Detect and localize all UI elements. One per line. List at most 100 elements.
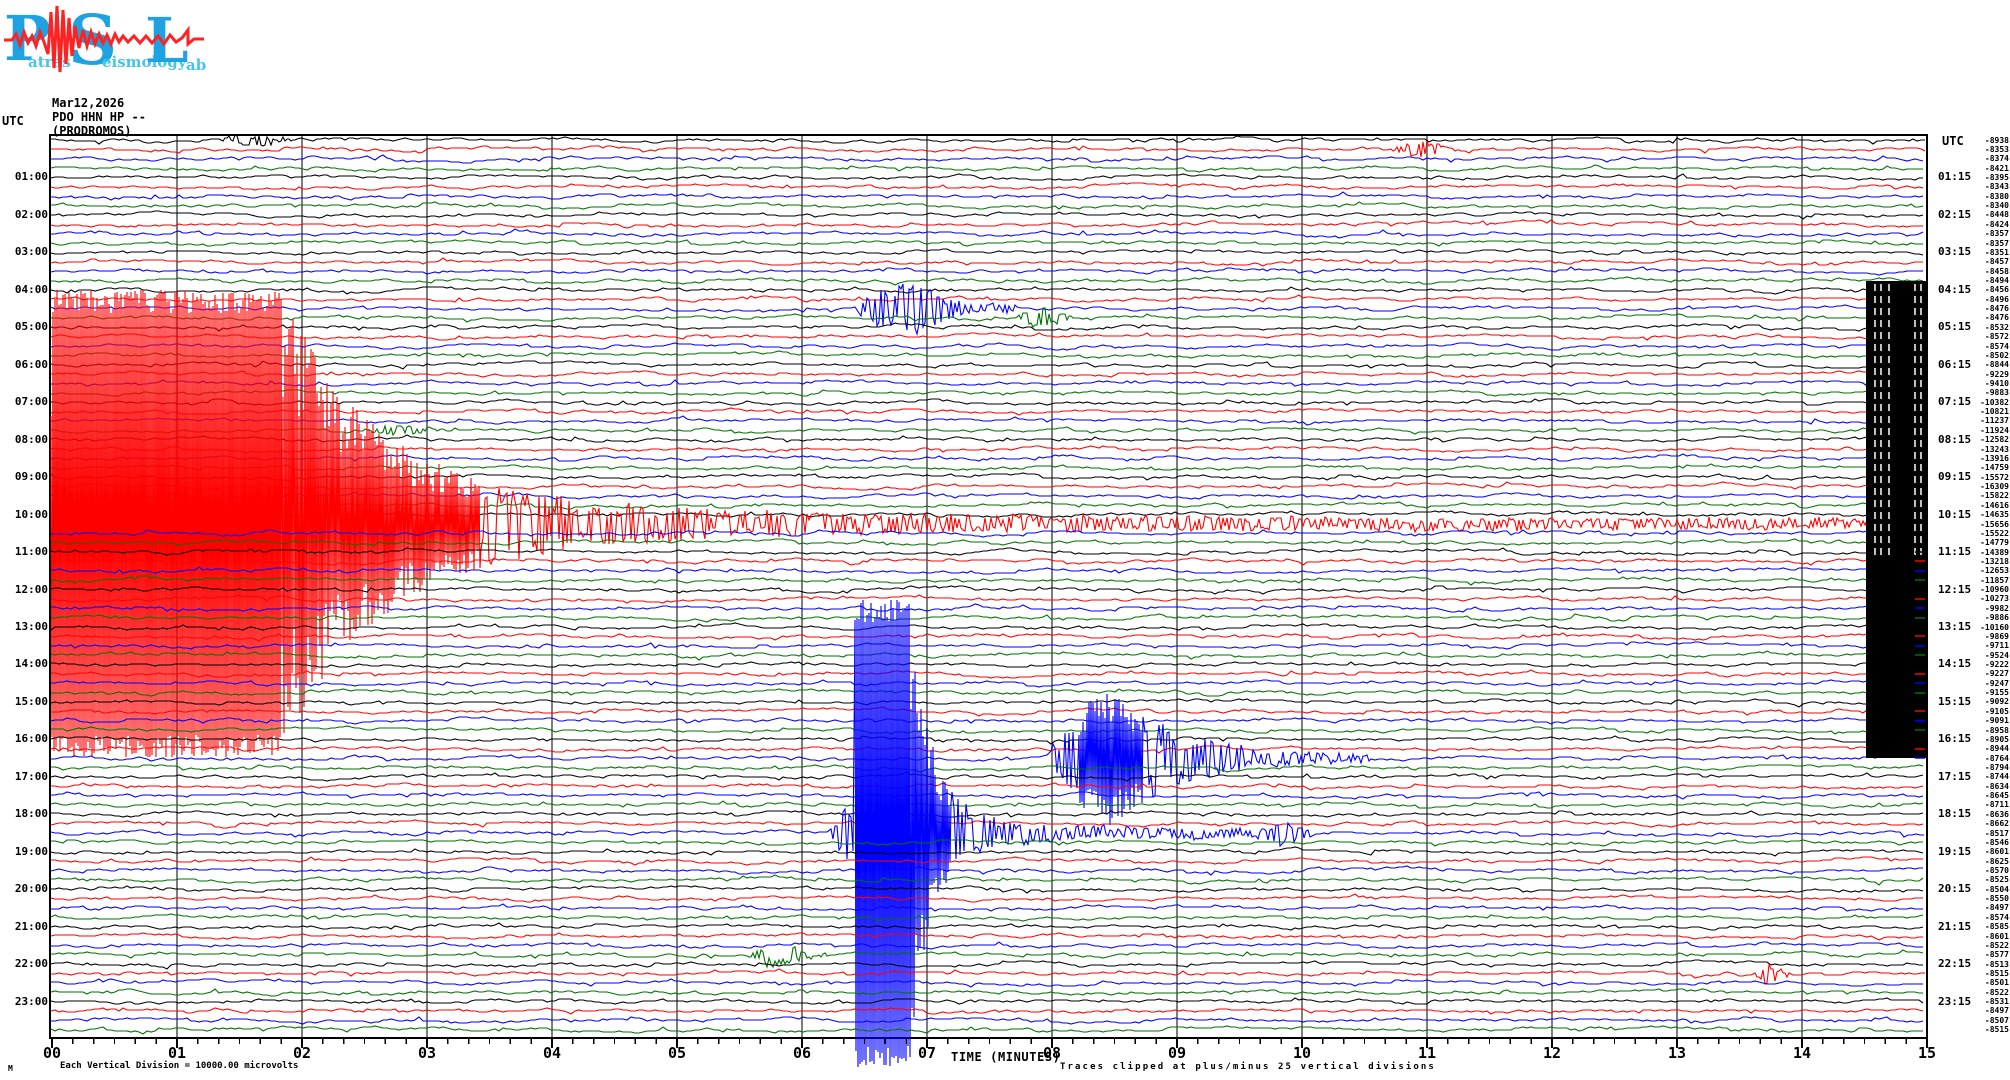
seismic-trace <box>50 771 1924 782</box>
right-time-label: 07:15 <box>1938 395 1972 408</box>
trace-offset-value: -8421 <box>1984 163 2009 173</box>
seismic-trace <box>50 585 1924 595</box>
trace-offset-value: -15522 <box>1980 528 2009 538</box>
trace-offset-value: -9247 <box>1984 678 2009 688</box>
seismic-trace <box>51 529 1924 538</box>
trace-offset-value: -8507 <box>1984 1015 2009 1025</box>
trace-offset-value: -8711 <box>1984 800 2009 810</box>
minute-tick-label: 14 <box>1792 1044 1812 1062</box>
minute-tick-label: 13 <box>1667 1044 1687 1062</box>
minute-tick-label: 08 <box>1042 1044 1062 1062</box>
seismic-trace <box>51 191 1924 201</box>
seismic-traces <box>50 134 1926 1068</box>
left-time-label: 15:00 <box>14 695 48 708</box>
trace-offset-value: -11857 <box>1980 575 2009 585</box>
trace-offset-value: -9886 <box>1984 613 2009 623</box>
seismic-trace <box>51 603 1924 613</box>
seismic-trace <box>51 903 1923 912</box>
seismic-trace <box>50 283 1926 337</box>
seismic-trace <box>50 800 1924 809</box>
seismic-trace <box>51 810 1924 818</box>
seismic-trace <box>51 379 1924 387</box>
seismic-trace <box>50 182 1924 191</box>
trace-offset-value: -8357 <box>1984 238 2009 248</box>
trace-offset-value: -8585 <box>1984 922 2009 932</box>
seismic-trace <box>51 398 1923 406</box>
trace-offset-value: -9711 <box>1984 641 2009 651</box>
seismic-trace <box>51 641 1924 650</box>
seismic-trace <box>50 599 1924 1068</box>
seismic-trace <box>50 846 1924 857</box>
trace-offset-value: -8844 <box>1984 360 2009 370</box>
seismic-trace <box>50 360 1923 370</box>
seismic-trace <box>50 434 1924 443</box>
trace-offset-value: -8625 <box>1984 856 2009 866</box>
seismic-trace <box>51 370 1924 378</box>
seismic-trace <box>51 566 1924 575</box>
right-time-label: 21:15 <box>1938 920 1972 933</box>
trace-offset-value: -8645 <box>1984 791 2009 801</box>
trace-offset-value: -8343 <box>1984 182 2009 192</box>
trace-offset-value: -8550 <box>1984 894 2009 904</box>
minute-tick-label: 06 <box>792 1044 812 1062</box>
seismic-trace <box>50 959 1923 970</box>
trace-offset-value: -8497 <box>1984 1006 2009 1016</box>
left-time-label: 18:00 <box>14 807 48 820</box>
left-time-label: 17:00 <box>14 770 48 783</box>
logo-word-eismology: eismology <box>102 53 188 71</box>
trace-offset-value: -15572 <box>1980 472 2009 482</box>
seismic-trace <box>50 219 1923 229</box>
right-time-label: 12:15 <box>1938 583 1972 596</box>
right-time-label: 06:15 <box>1938 358 1972 371</box>
trace-offset-value: -9222 <box>1984 659 2009 669</box>
trace-offset-value: -11924 <box>1980 425 2009 435</box>
minute-tick-label: 02 <box>292 1044 312 1062</box>
seismic-trace <box>50 865 1923 876</box>
seismic-trace <box>50 266 1923 276</box>
seismic-trace <box>50 716 1923 725</box>
seismic-trace <box>51 791 1924 800</box>
seismic-trace <box>50 649 1924 661</box>
left-time-label: 08:00 <box>14 433 48 446</box>
seismic-trace <box>51 688 1924 697</box>
right-time-label: 20:15 <box>1938 882 1972 895</box>
trace-offset-value: -8531 <box>1984 997 2009 1007</box>
trace-offset-value: -8572 <box>1984 332 2009 342</box>
seismic-trace <box>50 913 1924 922</box>
trace-offset-value: -9092 <box>1984 697 2009 707</box>
left-time-label: 13:00 <box>14 620 48 633</box>
trace-offset-value: -8496 <box>1984 294 2009 304</box>
trace-offset-value: -8424 <box>1984 219 2009 229</box>
trace-offset-value: -8513 <box>1984 959 2009 969</box>
seismic-trace <box>51 276 1924 286</box>
seismic-trace <box>51 963 1925 985</box>
trace-offset-value: -8958 <box>1984 725 2009 735</box>
plot-border <box>49 134 1928 1039</box>
trace-offset-value: -15822 <box>1980 491 2009 501</box>
seismic-trace <box>50 322 1924 332</box>
trace-offset-value: -14616 <box>1980 500 2009 510</box>
trace-offset-value: -10273 <box>1980 594 2009 604</box>
seismic-trace <box>51 661 1924 669</box>
psl-logo: P atras S eismology L ab <box>4 2 206 81</box>
seismic-trace <box>50 632 1924 642</box>
trace-offset-value: -13916 <box>1980 453 2009 463</box>
seismic-trace <box>51 764 1924 773</box>
trace-offset-value: -8522 <box>1984 940 2009 950</box>
seismic-trace <box>50 239 1923 247</box>
left-time-label: 04:00 <box>14 283 48 296</box>
seismic-trace <box>50 547 1923 556</box>
trace-offset-value: -8522 <box>1984 987 2009 997</box>
right-time-label: 23:15 <box>1938 995 1972 1008</box>
trace-offset-value: -8456 <box>1984 285 2009 295</box>
seismic-trace <box>50 248 1924 256</box>
minute-tick-label: 01 <box>167 1044 187 1062</box>
left-time-label: 10:00 <box>14 508 48 521</box>
trace-offset-value: -10160 <box>1980 622 2009 632</box>
seismic-trace <box>50 407 1924 416</box>
trace-offset-value: -8515 <box>1984 969 2009 978</box>
trace-offset-value: -12582 <box>1980 435 2009 445</box>
seismic-trace <box>50 988 1923 997</box>
seismic-trace <box>50 1025 1923 1035</box>
